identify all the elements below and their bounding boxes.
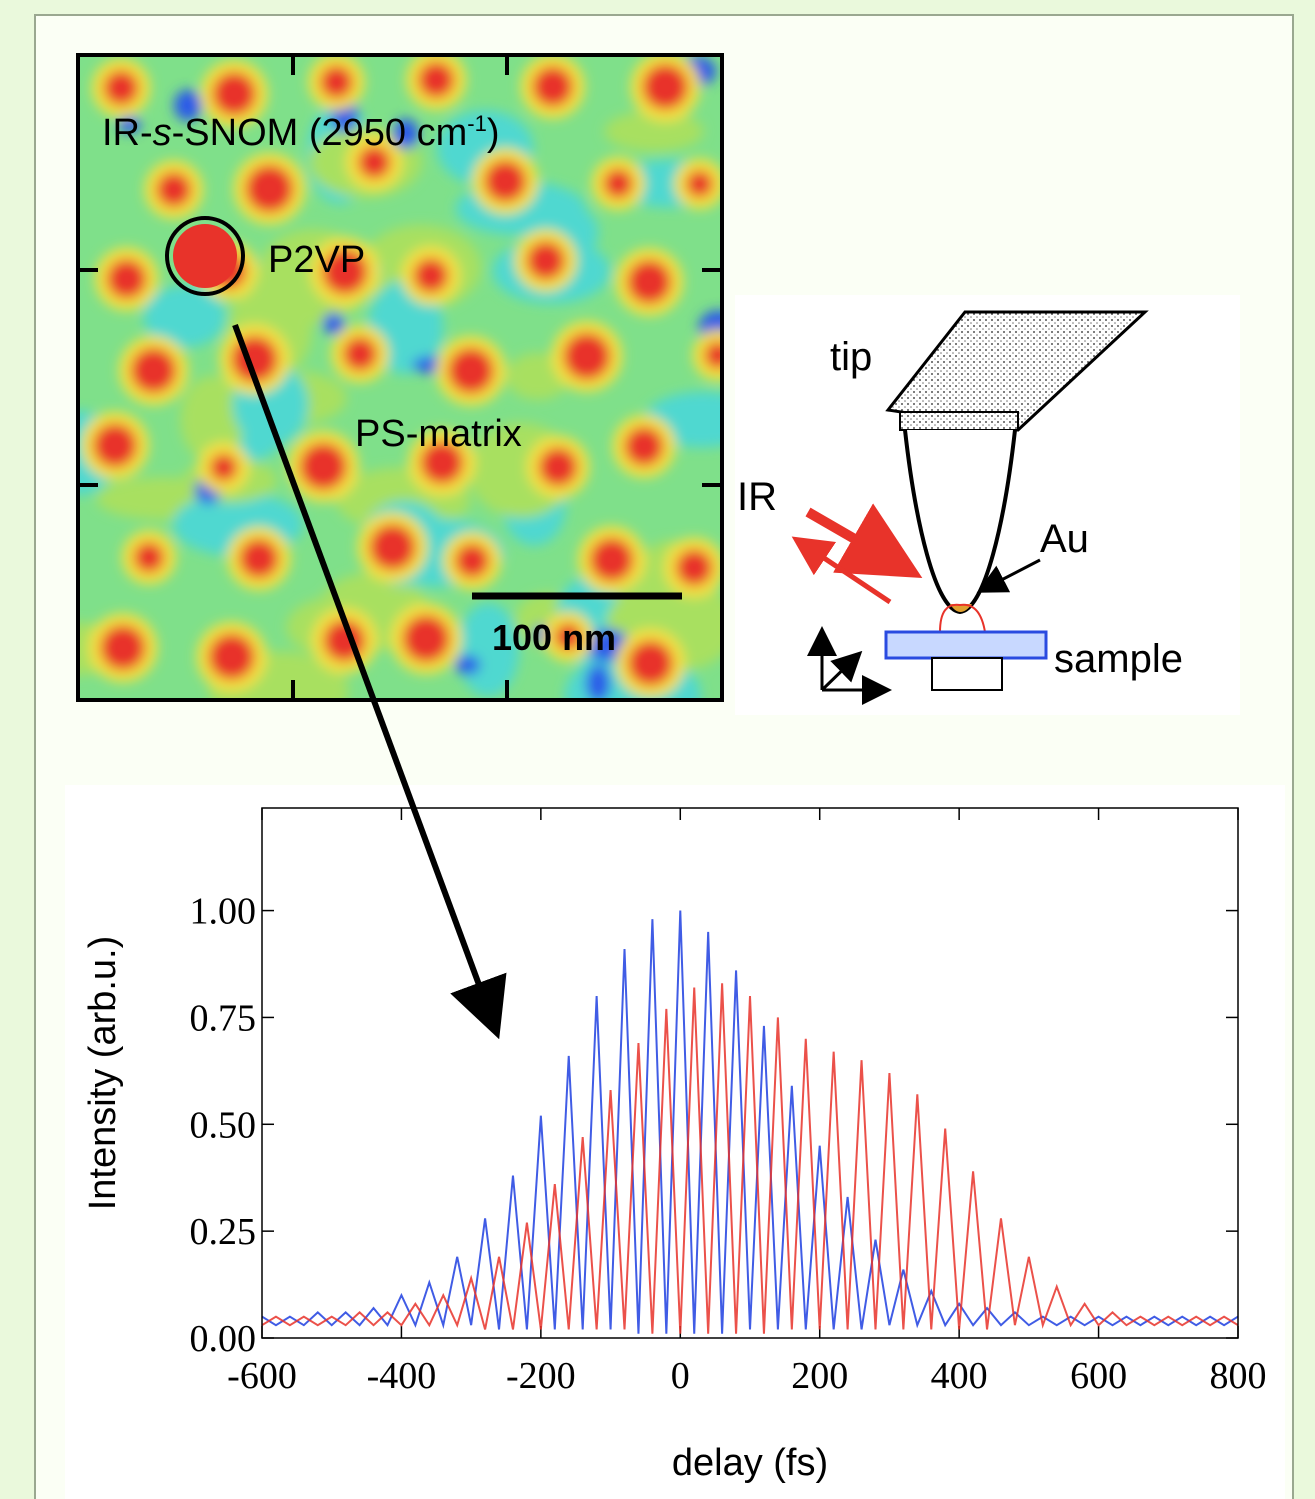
blue-patch (585, 664, 611, 700)
ir-scattered (791, 536, 892, 605)
domain (239, 539, 279, 579)
domain (455, 543, 489, 578)
particle-label: P2VP (268, 239, 365, 281)
sample (884, 630, 1048, 660)
sample-label: sample (1054, 637, 1183, 681)
domain (563, 332, 611, 380)
y-tick-label: 0.25 (190, 1211, 257, 1253)
plot-frame (261, 807, 1239, 1339)
domain (93, 423, 137, 468)
blue-patch (392, 118, 419, 150)
domain (322, 249, 368, 295)
x-tick-label: 200 (791, 1355, 848, 1397)
domain (590, 538, 634, 582)
domain (210, 453, 238, 482)
ir-incident (805, 503, 923, 578)
y-tick-label: 0.75 (190, 997, 257, 1039)
chart-background (65, 785, 1285, 1499)
domain (484, 160, 527, 203)
blue-patch (174, 89, 202, 122)
particle (173, 224, 237, 288)
domain (299, 442, 347, 490)
domain (704, 341, 722, 369)
domain (624, 427, 664, 466)
image-ticks (78, 55, 722, 700)
domain (100, 625, 146, 671)
near-field (939, 603, 986, 633)
domain (103, 70, 139, 106)
domain (208, 633, 255, 680)
domain (538, 447, 578, 487)
blue-patch (118, 116, 141, 133)
sample-stage (931, 657, 1003, 691)
x-tick-label: -200 (506, 1355, 576, 1397)
particle-marker (165, 216, 245, 296)
tip-label: tip (830, 335, 872, 379)
domain (420, 441, 464, 484)
y-axis-label: Intensity (arb.u.) (82, 936, 124, 1211)
domain (676, 549, 713, 586)
bg-patch (143, 285, 226, 348)
domain (343, 337, 377, 371)
domain (212, 72, 256, 116)
domain (130, 347, 177, 394)
domain (358, 146, 391, 179)
tip-base (899, 411, 1019, 431)
x-tick-label: 400 (931, 1355, 988, 1397)
plot: -600 -400 -200 0 200 400 600 800 0.00 0.25 0.50 0.7… (190, 808, 1267, 1397)
domain (526, 241, 565, 280)
domain (402, 615, 450, 663)
ir-label: IR (737, 475, 777, 519)
domain (686, 170, 713, 198)
y-tick-label: 0.50 (190, 1104, 257, 1146)
matrix-label: PS-matrix (355, 413, 522, 455)
bg-patch (180, 375, 245, 463)
y-tick-label: 1.00 (190, 891, 257, 933)
xyz-axes (807, 626, 892, 705)
domain (628, 640, 673, 686)
scale-bar-label: 100 nm (492, 617, 616, 658)
au-label: Au (1040, 517, 1089, 561)
x-tick-label: 800 (1210, 1355, 1267, 1397)
gold-coating (950, 604, 972, 612)
domain (133, 542, 165, 573)
tip-diagram: tip IR Au sample (735, 295, 1240, 715)
domain (369, 524, 416, 571)
data-line (262, 983, 1238, 1334)
x-axis-label: delay (fs) (672, 1442, 828, 1484)
x-tick-label: 0 (671, 1355, 690, 1397)
blue-patch (454, 655, 481, 675)
image-title: IR-s-SNOM (2950 cm-1) (102, 111, 500, 154)
domain (555, 623, 582, 650)
x-tick-label: 600 (1070, 1355, 1127, 1397)
y-tick-label: 0.00 (190, 1318, 257, 1360)
domain (418, 61, 455, 98)
domain (156, 172, 192, 207)
domain (603, 169, 633, 199)
x-tick-label: -400 (367, 1355, 437, 1397)
domain (107, 259, 147, 299)
domain (627, 260, 672, 304)
blue-patch (322, 312, 345, 335)
domain (448, 348, 494, 394)
domain (532, 66, 573, 107)
pointer-arrow (232, 323, 507, 1040)
domain (413, 258, 449, 293)
domain (642, 64, 688, 110)
domain (320, 65, 353, 99)
image-frame (76, 53, 724, 702)
domain (245, 165, 294, 213)
au-pointer (976, 558, 1041, 593)
bg-patch (604, 111, 704, 152)
x-tick-label: -600 (227, 1355, 297, 1397)
